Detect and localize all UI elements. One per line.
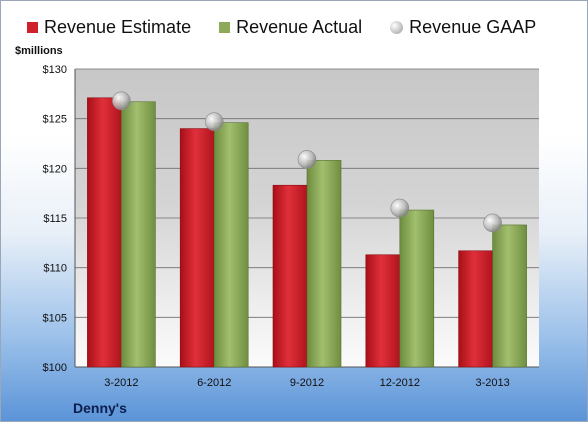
x-tick-label: 6-2012	[197, 377, 231, 389]
y-tick-label: $105	[43, 312, 67, 324]
bar-revenue-actual	[399, 209, 435, 368]
y-axis-unit-label: $millions	[15, 45, 63, 57]
legend-label-actual: Revenue Actual	[236, 17, 363, 37]
legend-swatch-actual	[219, 22, 231, 33]
marker-revenue-gaap	[390, 198, 410, 218]
legend-swatch-gaap	[390, 21, 404, 34]
x-tick-label: 3-2012	[104, 377, 138, 389]
x-tick-label: 12-2012	[380, 377, 420, 389]
bar-revenue-actual	[306, 160, 342, 368]
y-tick-label: $110	[43, 263, 67, 275]
legend-item-estimate: Revenue Estimate	[27, 17, 191, 38]
legend-swatch-estimate	[27, 22, 38, 33]
y-tick-label: $100	[43, 362, 67, 374]
bar-revenue-estimate	[87, 97, 122, 368]
y-tick-label: $125	[43, 114, 67, 126]
legend-item-gaap: Revenue GAAP	[390, 17, 536, 38]
x-tick-label: 3-2013	[475, 377, 509, 389]
company-name: Denny's	[73, 400, 127, 416]
bar-revenue-estimate	[458, 250, 493, 368]
marker-revenue-gaap	[112, 91, 131, 111]
legend-label-estimate: Revenue Estimate	[44, 17, 192, 37]
bar-revenue-actual	[492, 224, 527, 368]
bar-revenue-estimate	[272, 184, 308, 368]
y-tick-label: $130	[43, 64, 67, 76]
marker-revenue-gaap	[297, 150, 317, 169]
legend: Revenue Estimate Revenue Actual Revenue …	[27, 17, 536, 38]
marker-revenue-gaap	[204, 112, 224, 131]
bar-revenue-actual	[121, 101, 156, 368]
y-tick-label: $120	[43, 163, 67, 175]
x-tick-label: 9-2012	[290, 377, 324, 389]
bar-revenue-estimate	[365, 254, 401, 368]
marker-revenue-gaap	[483, 213, 502, 233]
legend-label-gaap: Revenue GAAP	[409, 17, 537, 37]
bar-revenue-estimate	[179, 128, 215, 368]
bar-revenue-actual	[213, 122, 249, 368]
legend-item-actual: Revenue Actual	[219, 17, 362, 38]
y-tick-label: $115	[43, 213, 67, 225]
